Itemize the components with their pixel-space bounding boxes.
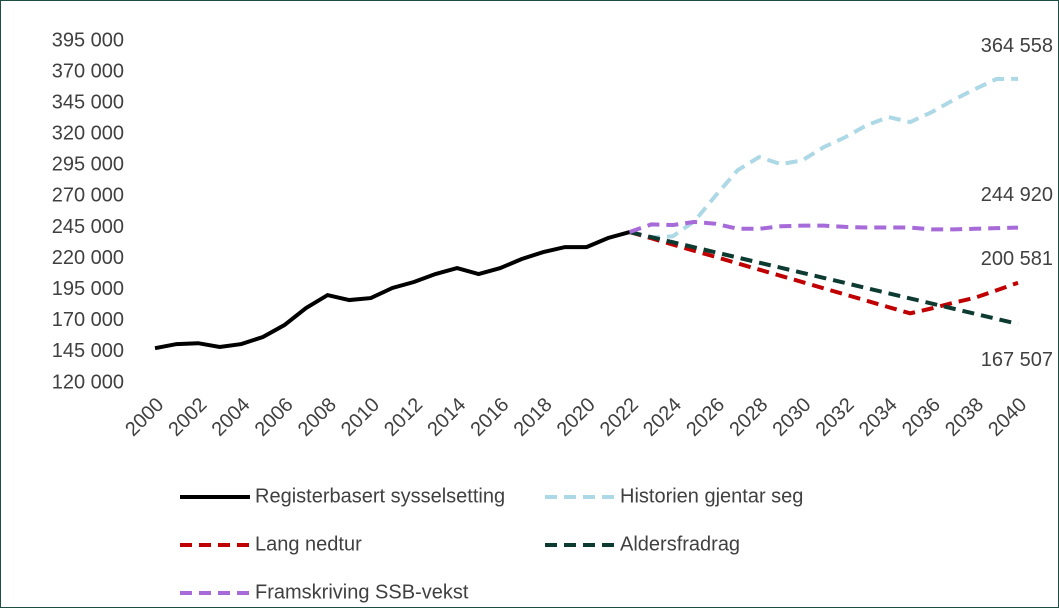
y-tick-label: 220 000: [52, 247, 124, 269]
legend-label: Lang nedtur: [255, 533, 362, 555]
y-tick-label: 395 000: [52, 29, 124, 51]
y-tick-label: 120 000: [52, 371, 124, 393]
series-line: [629, 230, 1019, 326]
y-tick-label: 145 000: [52, 340, 124, 362]
series-line: [628, 219, 1019, 234]
y-tick-label: 170 000: [52, 309, 124, 331]
y-tick-label: 320 000: [52, 123, 124, 145]
y-tick-label: 270 000: [52, 185, 124, 207]
y-tick-label: 345 000: [52, 91, 124, 113]
data-label: 200 581: [981, 248, 1053, 270]
y-tick-label: 245 000: [52, 216, 124, 238]
legend-label: Historien gjentar seg: [620, 485, 803, 507]
series-line: [629, 230, 1019, 316]
y-tick-label: 195 000: [52, 278, 124, 300]
series-line: [629, 76, 1019, 240]
y-tick-label: 370 000: [52, 60, 124, 82]
legend-label: Aldersfradrag: [620, 533, 740, 555]
series-line: [154, 230, 631, 351]
legend-label: Registerbasert sysselsetting: [255, 485, 505, 507]
y-tick-label: 295 000: [52, 154, 124, 176]
data-label: 364 558: [981, 35, 1053, 57]
legend-label: Framskriving SSB-vekst: [255, 581, 469, 603]
data-label: 244 920: [981, 184, 1053, 206]
data-label: 167 507: [981, 349, 1053, 371]
